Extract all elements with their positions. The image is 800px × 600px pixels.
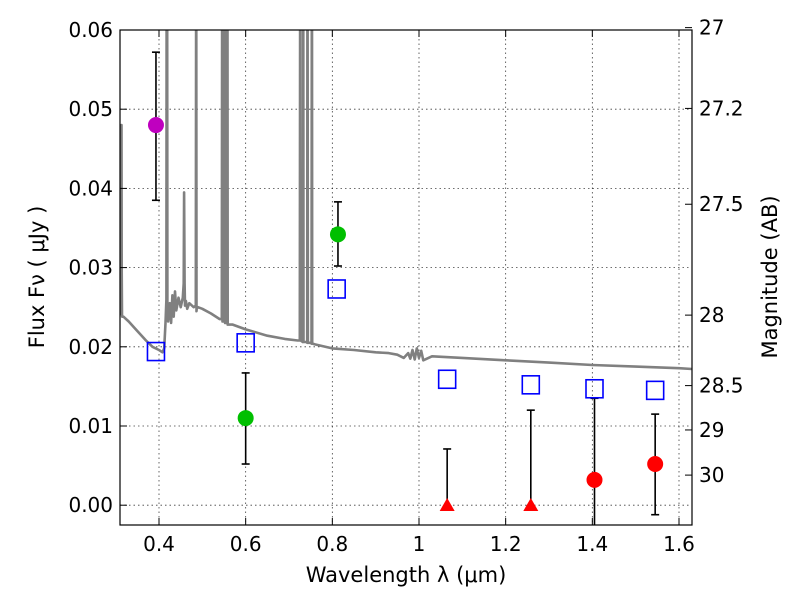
mag-tick-label: 27.5 xyxy=(699,192,744,216)
y-tick-label: 0.05 xyxy=(68,97,113,121)
model-spectrum-line xyxy=(120,30,692,371)
upper-limit-triangle xyxy=(439,497,455,511)
data-point-circle xyxy=(329,226,346,243)
mag-tick-label: 30 xyxy=(699,463,724,487)
y-tick-label: 0.03 xyxy=(68,256,113,280)
y-tick-label: 0.06 xyxy=(68,18,113,42)
y-tick-label: 0.02 xyxy=(68,335,113,359)
model-spectrum-layer xyxy=(120,30,692,371)
model-band-square xyxy=(146,341,166,362)
x-tick-label: 0.6 xyxy=(230,532,262,556)
y-axis-label: Flux Fν ( μJy ) xyxy=(25,206,49,349)
data-point-circle xyxy=(147,117,164,134)
data-point-circle xyxy=(647,456,664,473)
y-tick-label: 0.01 xyxy=(68,414,113,438)
mag-tick-label: 29 xyxy=(699,418,724,442)
model-band-square xyxy=(521,375,541,395)
data-point-circle xyxy=(586,471,603,488)
model-band-square xyxy=(585,378,604,399)
mag-tick-label: 27 xyxy=(699,16,724,40)
grid-lines xyxy=(120,29,692,525)
x-tick-label: 0.8 xyxy=(316,532,348,556)
y-tick-label: 0.04 xyxy=(68,176,113,200)
model-band-square xyxy=(236,333,255,353)
model-band-square xyxy=(437,369,457,390)
mag-tick-label: 28.5 xyxy=(699,374,744,398)
x-axis-label: Wavelength λ (μm) xyxy=(306,563,507,587)
plot-frame xyxy=(119,29,693,526)
x-tick-label: 1.2 xyxy=(490,532,522,556)
upper-limit-triangle xyxy=(523,497,539,511)
x-tick-label: 1.4 xyxy=(576,532,608,556)
mag-tick-label: 28 xyxy=(699,303,724,327)
x-tick-label: 0.4 xyxy=(143,532,175,556)
model-band-square xyxy=(645,380,665,401)
x-tick-label: 1.6 xyxy=(663,532,695,556)
x-tick-label: 1 xyxy=(413,532,426,556)
right-axis-label: Magnitude (AB) xyxy=(758,195,782,358)
data-points-layer xyxy=(146,117,665,511)
mag-tick-label: 27.2 xyxy=(699,96,744,120)
data-point-circle xyxy=(237,410,254,427)
axis-ticks: 0.4 0.6 0.8 1 1.2 1.4 1.6 0.00 0.01 0.02 0.03 0.04 0… xyxy=(68,16,743,556)
model-band-square xyxy=(327,279,346,299)
y-tick-label: 0.00 xyxy=(68,493,113,517)
